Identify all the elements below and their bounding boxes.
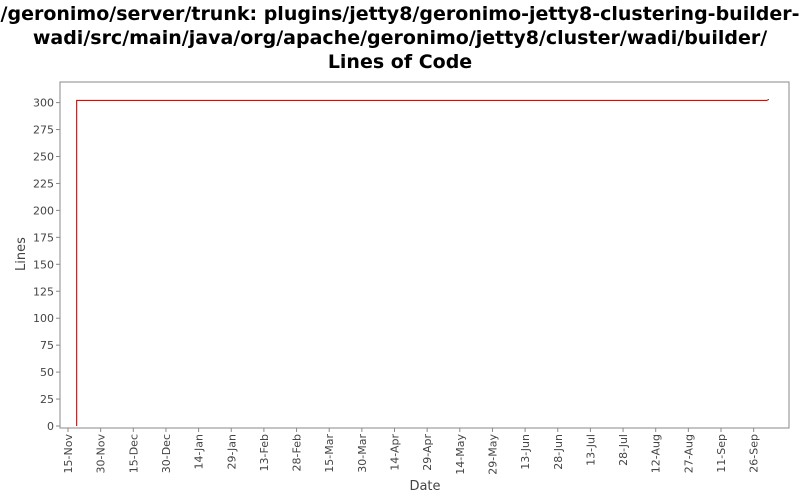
y-tick-label: 200 xyxy=(33,204,54,217)
y-tick-label: 25 xyxy=(40,393,54,406)
plot-area xyxy=(59,81,790,429)
series-line xyxy=(76,98,770,426)
x-tick-label: 12-Aug xyxy=(650,434,663,473)
x-tick-label: 29-May xyxy=(486,434,499,475)
y-tick-label: 100 xyxy=(33,312,54,325)
x-tick-label: 14-May xyxy=(454,434,467,475)
x-tick-label: 30-Nov xyxy=(95,434,108,474)
chart-title-line-2: wadi/src/main/java/org/apache/geronimo/j… xyxy=(32,27,768,49)
y-tick-label: 75 xyxy=(40,339,54,352)
x-axis: 15-Nov 30-Nov 15-Dec 30-Dec 14-Jan 29-Jan 13-F… xyxy=(62,428,761,475)
x-tick-label: 28-Jul xyxy=(617,434,630,466)
x-tick-label: 15-Dec xyxy=(127,434,140,473)
x-tick-label: 26-Sep xyxy=(748,434,761,473)
y-tick-label: 300 xyxy=(33,97,54,110)
y-tick-label: 0 xyxy=(47,420,54,433)
x-tick-label: 29-Apr xyxy=(421,434,434,471)
y-axis-label: Lines xyxy=(14,237,29,271)
y-tick-label: 50 xyxy=(40,366,54,379)
x-tick-label: 15-Nov xyxy=(62,434,75,474)
y-tick-label: 175 xyxy=(33,231,54,244)
y-tick-label: 150 xyxy=(33,258,54,271)
y-tick-label: 250 xyxy=(33,151,54,164)
x-tick-label: 13-Jun xyxy=(519,434,532,470)
chart-title-line-3: Lines of Code xyxy=(327,51,473,73)
y-tick-label: 275 xyxy=(33,124,54,137)
x-tick-label: 27-Aug xyxy=(682,434,695,473)
x-tick-label: 13-Feb xyxy=(258,434,271,471)
x-tick-label: 29-Jan xyxy=(225,434,238,470)
x-tick-label: 11-Sep xyxy=(715,434,728,473)
x-tick-label: 28-Jun xyxy=(552,434,565,470)
x-tick-label: 30-Dec xyxy=(160,434,173,473)
y-tick-label: 125 xyxy=(33,285,54,298)
y-tick-label: 225 xyxy=(33,177,54,190)
series-group xyxy=(76,98,770,426)
x-tick-label: 14-Jan xyxy=(193,434,206,470)
x-tick-label: 15-Mar xyxy=(323,434,336,473)
x-tick-label: 14-Apr xyxy=(389,434,402,471)
x-tick-label: 30-Mar xyxy=(356,434,369,473)
y-axis: 0 25 50 75 100 125 150 175 200 225 250 275 300 xyxy=(33,97,60,433)
x-tick-label: 28-Feb xyxy=(291,434,304,471)
chart-title-line-1: /geronimo/server/trunk: plugins/jetty8/g… xyxy=(0,3,800,25)
chart-title: /geronimo/server/trunk: plugins/jetty8/g… xyxy=(0,2,800,74)
x-tick-label: 13-Jul xyxy=(584,434,597,466)
x-axis-label: Date xyxy=(409,479,440,494)
